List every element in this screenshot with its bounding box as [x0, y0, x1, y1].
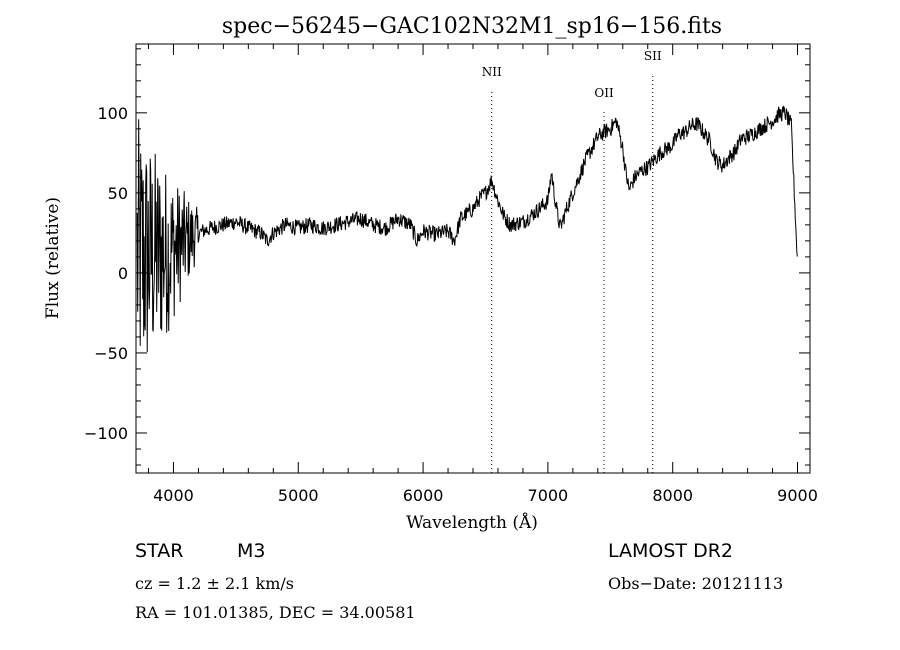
y-tick-label: −100	[84, 424, 128, 443]
x-tick-label: 5000	[278, 486, 319, 505]
x-axis-label: Wavelength (Å)	[406, 512, 538, 533]
emission-line-markers: NII OII SII	[482, 49, 662, 473]
observation-date: Obs−Date: 20121113	[608, 574, 784, 593]
survey-name: LAMOST DR2	[608, 540, 733, 562]
y-axis-label: Flux (relative)	[43, 197, 63, 319]
x-tick-label: 8000	[652, 486, 693, 505]
line-label-sii: SII	[644, 49, 662, 63]
x-tick-label: 6000	[403, 486, 444, 505]
x-tick-label: 9000	[777, 486, 818, 505]
redshift-readout: cz = 1.2 ± 2.1 km/s	[135, 574, 294, 593]
object-subclass: M3	[237, 540, 266, 562]
coordinates-readout: RA = 101.01385, DEC = 34.00581	[135, 603, 416, 622]
y-tick-label: 0	[118, 264, 128, 283]
y-tick-label: 100	[97, 104, 128, 123]
chart-title: spec−56245−GAC102N32M1_sp16−156.fits	[222, 14, 722, 39]
flux-series-line	[136, 105, 798, 353]
y-tick-label: −50	[94, 344, 128, 363]
y-tick-label: 50	[108, 184, 128, 203]
x-tick-label: 7000	[528, 486, 569, 505]
line-label-nii: NII	[482, 65, 502, 79]
x-tick-label: 4000	[153, 486, 194, 505]
plot-frame	[135, 43, 811, 474]
object-class: STAR	[135, 540, 184, 562]
axis-ticks: 4000 5000 6000 7000 8000 9000 −100 −50 0 50 100	[84, 44, 818, 505]
line-label-oii: OII	[594, 86, 614, 100]
